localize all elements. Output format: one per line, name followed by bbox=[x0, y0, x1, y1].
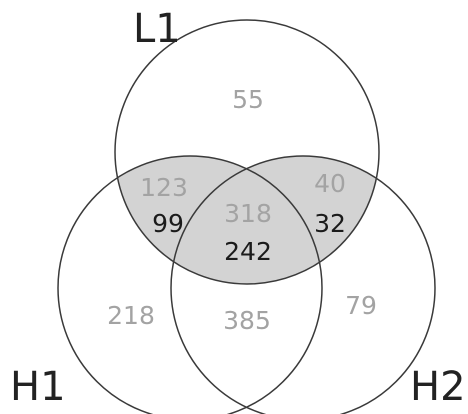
count-h1-only: 218 bbox=[107, 301, 155, 330]
count-all-gray: 318 bbox=[224, 199, 272, 228]
set-label-h1: H1 bbox=[10, 364, 66, 410]
set-label-h2: H2 bbox=[410, 364, 466, 410]
circle-h1 bbox=[57, 155, 323, 414]
count-l1-only: 55 bbox=[232, 85, 264, 114]
count-l1-h1-gray: 123 bbox=[140, 173, 188, 202]
count-l1-h2-gray: 40 bbox=[314, 169, 346, 198]
shaded-l1-overlap bbox=[115, 156, 379, 284]
circle-h2 bbox=[170, 155, 436, 414]
count-h2-only: 79 bbox=[345, 291, 377, 320]
circle-l1 bbox=[114, 19, 380, 285]
count-l1-h2-dark: 32 bbox=[314, 209, 346, 238]
count-h1-h2: 385 bbox=[223, 306, 271, 335]
set-label-l1: L1 bbox=[133, 6, 181, 52]
count-all-dark: 242 bbox=[224, 237, 272, 266]
count-l1-h1-dark: 99 bbox=[152, 209, 184, 238]
